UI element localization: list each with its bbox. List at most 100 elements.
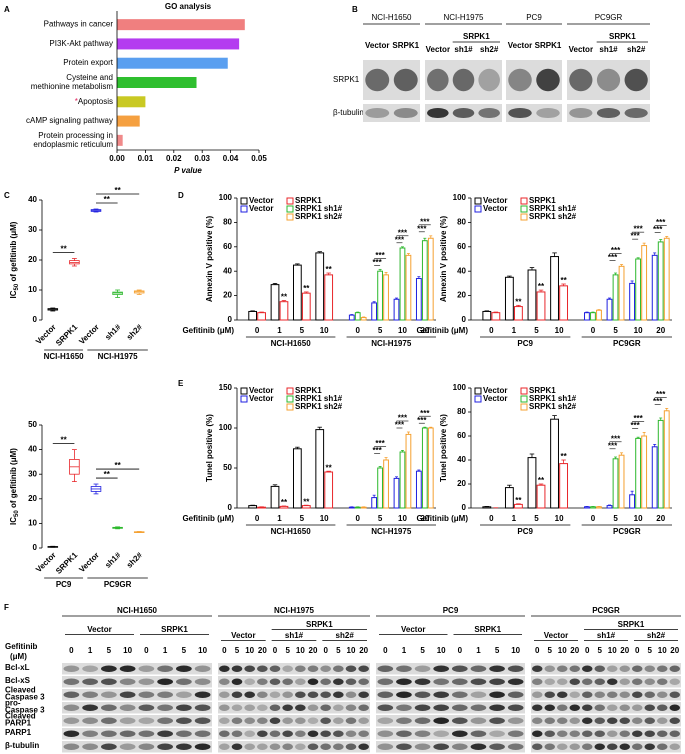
lane-label: SRPK1 bbox=[392, 41, 419, 50]
band bbox=[451, 691, 468, 698]
category-text: Apoptosis bbox=[78, 97, 113, 106]
band bbox=[582, 704, 593, 711]
band bbox=[396, 717, 412, 724]
y-tick-label: 80 bbox=[457, 407, 466, 416]
band bbox=[569, 730, 580, 737]
blot bbox=[376, 663, 525, 675]
sig-label: *** bbox=[372, 258, 382, 267]
x-tick-label: 0.05 bbox=[251, 154, 267, 163]
x-tick-label: 5 bbox=[378, 326, 383, 335]
sig-label: *** bbox=[420, 409, 430, 418]
cell-line-label: NCI-H1975 bbox=[443, 13, 484, 22]
lane-label: Vector bbox=[365, 41, 389, 50]
legend-swatch bbox=[520, 403, 528, 411]
dose-tick: 10 bbox=[123, 646, 132, 655]
blot bbox=[376, 728, 525, 740]
band bbox=[433, 717, 450, 724]
band bbox=[307, 743, 319, 750]
dose-tick: 20 bbox=[670, 646, 679, 655]
legend-swatch bbox=[520, 197, 528, 205]
bar bbox=[559, 463, 569, 509]
band bbox=[607, 704, 618, 711]
band bbox=[358, 704, 369, 711]
group-label: PC9 bbox=[517, 527, 533, 536]
band bbox=[414, 665, 431, 672]
legend-label: SRPK1 sh1# bbox=[295, 394, 343, 403]
band bbox=[282, 730, 293, 737]
band bbox=[452, 68, 475, 92]
band bbox=[632, 743, 643, 750]
x-tick-label: 0.04 bbox=[223, 154, 239, 163]
band bbox=[544, 730, 555, 737]
band bbox=[582, 678, 593, 685]
y-axis-label: IC50 of gefitinib (μM) bbox=[9, 221, 19, 298]
bar bbox=[324, 471, 334, 509]
band bbox=[452, 107, 475, 119]
y-axis-label: Annexin V positive (%) bbox=[439, 216, 448, 303]
band bbox=[295, 665, 306, 672]
band bbox=[231, 717, 243, 724]
band bbox=[433, 691, 450, 698]
cell-line-label: NCI-H1650 bbox=[117, 606, 158, 615]
band bbox=[489, 665, 505, 672]
sig-label: *** bbox=[395, 421, 405, 430]
band bbox=[632, 730, 643, 737]
band bbox=[231, 743, 243, 750]
band bbox=[82, 665, 98, 672]
band bbox=[307, 665, 319, 672]
bar bbox=[393, 477, 400, 509]
band bbox=[219, 730, 230, 737]
band bbox=[632, 691, 643, 698]
dose-tick: 20 bbox=[620, 646, 629, 655]
bar bbox=[618, 454, 625, 509]
y-label-part: IC bbox=[9, 290, 18, 298]
band bbox=[657, 730, 668, 737]
band bbox=[489, 730, 505, 737]
dose-tick: 0 bbox=[222, 646, 227, 655]
sig-label: ** bbox=[303, 497, 310, 506]
band bbox=[544, 691, 555, 698]
band bbox=[101, 717, 117, 724]
y-tick-label: 20 bbox=[457, 291, 466, 300]
dose-label: (μM) bbox=[10, 652, 27, 661]
blot bbox=[376, 689, 525, 701]
dose-tick: 0 bbox=[585, 646, 590, 655]
group-label: SRPK1 bbox=[161, 625, 188, 634]
band bbox=[138, 704, 155, 711]
bar bbox=[257, 312, 266, 321]
blot bbox=[62, 702, 212, 714]
band bbox=[607, 743, 618, 750]
band bbox=[365, 68, 390, 92]
band bbox=[63, 730, 80, 737]
x-tick-label: 10 bbox=[398, 326, 407, 335]
bar bbox=[427, 237, 434, 321]
sig-label: ** bbox=[538, 476, 545, 485]
bar bbox=[117, 96, 146, 108]
x-tick-label: 0 bbox=[255, 514, 260, 523]
band bbox=[82, 678, 98, 685]
sig-label: *** bbox=[611, 246, 621, 255]
y-tick-label: 20 bbox=[457, 479, 466, 488]
bar bbox=[618, 265, 625, 321]
sig-label: *** bbox=[656, 390, 666, 399]
category-label: Cysteine and bbox=[66, 73, 113, 82]
x-axis-label: P value bbox=[174, 166, 202, 175]
bar bbox=[590, 312, 596, 321]
band bbox=[194, 743, 211, 750]
band bbox=[632, 665, 643, 672]
x-tick-label: 5 bbox=[378, 514, 383, 523]
band bbox=[433, 665, 450, 672]
legend-swatch bbox=[474, 205, 482, 213]
band bbox=[282, 704, 293, 711]
band bbox=[63, 678, 80, 685]
sig-label: ** bbox=[104, 195, 111, 204]
legend-label: SRPK1 sh1# bbox=[295, 204, 343, 213]
bar bbox=[383, 459, 389, 509]
row-label: PARP1 bbox=[5, 728, 32, 737]
dose-tick: 0 bbox=[458, 646, 463, 655]
group-label: SRPK1 bbox=[474, 625, 501, 634]
bar bbox=[405, 254, 412, 321]
band bbox=[119, 665, 136, 672]
band bbox=[507, 743, 524, 750]
legend-label: SRPK1 sh1# bbox=[529, 204, 577, 213]
